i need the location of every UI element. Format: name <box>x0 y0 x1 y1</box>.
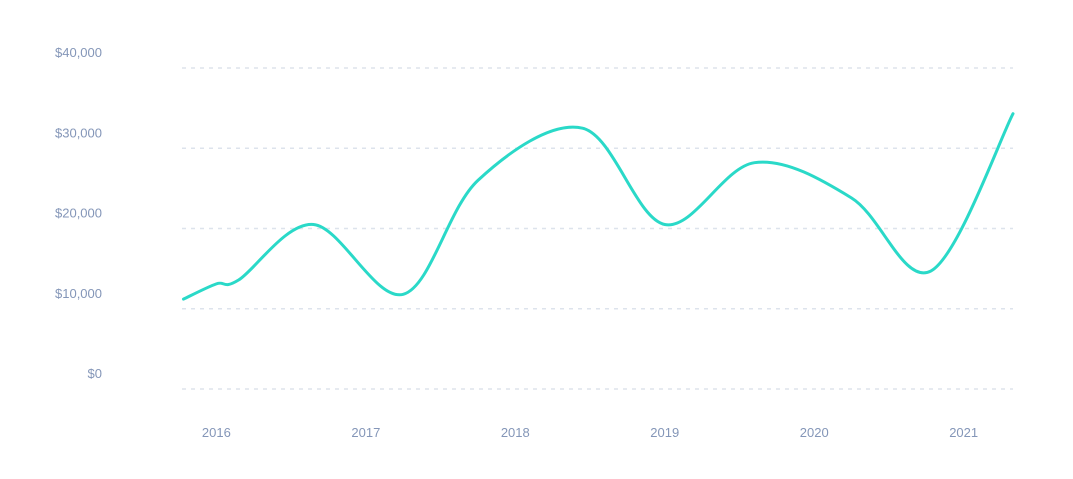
y-tick-label: $40,000 <box>55 45 102 60</box>
x-tick-label: 2017 <box>351 425 380 440</box>
x-tick-label: 2016 <box>202 425 231 440</box>
series-line <box>181 112 1015 301</box>
y-axis-labels: $0 $10,000 $20,000 $30,000 $40,000 <box>55 45 102 381</box>
y-tick-label: $10,000 <box>55 286 102 301</box>
series-lines <box>181 112 1015 301</box>
y-tick-label: $20,000 <box>55 206 102 221</box>
y-tick-label: $30,000 <box>55 125 102 140</box>
x-tick-label: 2021 <box>949 425 978 440</box>
y-tick-label: $0 <box>88 366 102 381</box>
x-axis-labels: 2016 2017 2018 2019 2020 2021 <box>202 425 978 440</box>
x-tick-label: 2019 <box>650 425 679 440</box>
x-tick-label: 2020 <box>800 425 829 440</box>
x-tick-label: 2018 <box>501 425 530 440</box>
grid <box>182 67 1013 390</box>
